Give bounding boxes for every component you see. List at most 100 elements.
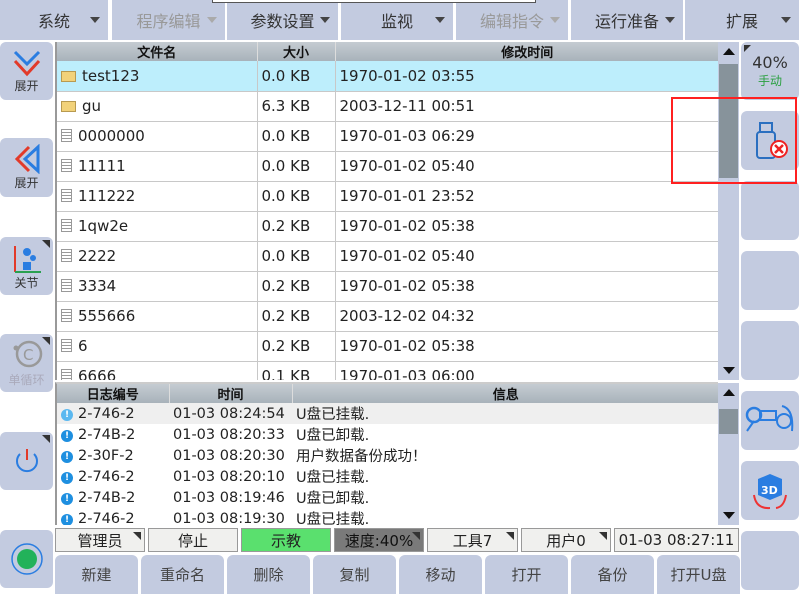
- log-row[interactable]: ! 2-746-2 01-03 08:24:54 U盘已挂载.: [57, 403, 718, 424]
- file-time: 1970-01-01 23:52: [335, 181, 718, 212]
- file-size: 0.0 KB: [257, 151, 336, 182]
- menu-item[interactable]: 监视: [341, 0, 453, 40]
- log-row[interactable]: ! 2-746-2 01-03 08:19:30 U盘已挂载.: [57, 508, 718, 525]
- file-row[interactable]: 6666 0.1 KB 1970-01-03 06:00: [57, 361, 718, 380]
- robot-joint-icon: [13, 245, 41, 273]
- scroll-down-icon[interactable]: [723, 367, 735, 374]
- open-button[interactable]: 打开: [485, 555, 568, 594]
- file-table: 文件名 大小 修改时间 test123 0.0 KB 1970-01-02 03:55 g…: [55, 42, 718, 380]
- log-scrollbar[interactable]: [718, 383, 739, 525]
- delete-button[interactable]: 删除: [227, 555, 310, 594]
- file-scrollbar[interactable]: [718, 42, 739, 380]
- menu-item[interactable]: 参数设置: [227, 0, 338, 40]
- power-button[interactable]: [0, 432, 53, 490]
- file-row[interactable]: gu 6.3 KB 2003-12-11 00:51: [57, 91, 718, 122]
- log-row[interactable]: ! 2-746-2 01-03 08:20:10 U盘已挂载.: [57, 466, 718, 487]
- 3d-view-button[interactable]: 3D: [741, 461, 799, 520]
- file-name: 6: [78, 337, 88, 355]
- log-id: 2-74B-2: [78, 426, 136, 443]
- menu-item[interactable]: 编辑指令: [456, 0, 568, 40]
- single-cycle-button[interactable]: C 单循环: [0, 334, 53, 392]
- log-row[interactable]: ! 2-74B-2 01-03 08:20:33 U盘已卸载.: [57, 424, 718, 445]
- menu-item[interactable]: 扩展: [685, 0, 799, 40]
- scroll-thumb[interactable]: [719, 409, 738, 434]
- caret-down-icon: [781, 17, 791, 23]
- file-name: 555666: [78, 307, 136, 325]
- file-name: gu: [82, 97, 102, 115]
- expand-label: 展开: [14, 78, 39, 93]
- menu-item[interactable]: 运行准备: [571, 0, 683, 40]
- log-id: 2-74B-2: [78, 489, 136, 506]
- expand-down-button[interactable]: 展开: [0, 42, 53, 100]
- backup-button[interactable]: 备份: [571, 555, 654, 594]
- file-row[interactable]: 6 0.2 KB 1970-01-02 05:38: [57, 331, 718, 362]
- open-usb-button[interactable]: 打开U盘: [657, 555, 740, 594]
- file-size: 0.0 KB: [257, 181, 336, 212]
- run-status-button[interactable]: [0, 530, 53, 588]
- menu-item[interactable]: 系统: [0, 0, 108, 40]
- tool-status[interactable]: 工具7: [427, 528, 518, 552]
- user-level-status[interactable]: 管理员: [55, 528, 145, 552]
- expand-left-button[interactable]: 展开: [0, 138, 53, 197]
- chevron-left-icon: [14, 144, 39, 174]
- mode-value: 手动: [757, 74, 782, 88]
- user-coord-status[interactable]: 用户0: [521, 528, 611, 552]
- joint-label: 关节: [14, 275, 39, 290]
- copy-button[interactable]: 复制: [313, 555, 396, 594]
- log-id: 2-746-2: [78, 510, 135, 526]
- button-label: 移动: [425, 566, 456, 584]
- file-row[interactable]: test123 0.0 KB 1970-01-02 03:55: [57, 61, 718, 92]
- caret-down-icon: [665, 17, 675, 23]
- file-row[interactable]: 555666 0.2 KB 2003-12-02 04:32: [57, 301, 718, 332]
- side-button-empty[interactable]: [741, 251, 799, 310]
- file-row[interactable]: 1qw2e 0.2 KB 1970-01-02 05:38: [57, 211, 718, 242]
- side-button-empty[interactable]: [741, 531, 799, 590]
- side-button-empty[interactable]: [741, 321, 799, 380]
- file-time: 1970-01-02 05:38: [335, 271, 718, 302]
- log-row[interactable]: ! 2-30F-2 01-03 08:20:30 用户数据备份成功！: [57, 445, 718, 466]
- file-row[interactable]: 11111 0.0 KB 1970-01-02 05:40: [57, 151, 718, 182]
- clock-text: 01-03 08:27:11: [618, 531, 735, 549]
- scroll-up-icon[interactable]: [723, 389, 735, 396]
- caret-down-icon: [90, 17, 100, 23]
- file-row[interactable]: 3334 0.2 KB 1970-01-02 05:38: [57, 271, 718, 302]
- joint-button[interactable]: 关节: [0, 237, 53, 295]
- file-icon: [61, 309, 72, 322]
- scroll-up-icon[interactable]: [723, 48, 735, 55]
- rename-button[interactable]: 重命名: [141, 555, 224, 594]
- menu-label: 编辑指令: [479, 12, 544, 31]
- tool-text: 工具7: [452, 531, 493, 550]
- side-button-empty[interactable]: [741, 181, 799, 240]
- file-time: 1970-01-02 05:38: [335, 331, 718, 362]
- title-box: [212, 0, 536, 3]
- usb-disconnected-icon: [756, 121, 788, 159]
- file-name: 111222: [78, 187, 136, 205]
- user-coord-text: 用户0: [546, 531, 586, 550]
- file-row[interactable]: 0000000 0.0 KB 1970-01-03 06:29: [57, 121, 718, 152]
- speed-indicator[interactable]: 40% 手动: [741, 42, 799, 100]
- svg-text:C: C: [23, 346, 33, 364]
- move-button[interactable]: 移动: [399, 555, 482, 594]
- col-modified[interactable]: 修改时间: [335, 42, 718, 61]
- folder-icon: [61, 101, 76, 112]
- log-row[interactable]: ! 2-74B-2 01-03 08:19:46 U盘已卸载.: [57, 487, 718, 508]
- run-state-status: 停止: [148, 528, 238, 552]
- scroll-down-icon[interactable]: [723, 512, 735, 519]
- file-size: 0.2 KB: [257, 271, 336, 302]
- file-icon: [61, 159, 72, 172]
- speed-status[interactable]: 速度:40%: [334, 528, 424, 552]
- scroll-thumb[interactable]: [719, 64, 738, 178]
- col-size[interactable]: 大小: [257, 42, 336, 61]
- highlight-box: [671, 97, 797, 184]
- file-row[interactable]: 2222 0.0 KB 1970-01-02 05:40: [57, 241, 718, 272]
- new-button[interactable]: 新建: [55, 555, 138, 594]
- log-id: 2-746-2: [78, 468, 135, 485]
- file-row[interactable]: 111222 0.0 KB 1970-01-01 23:52: [57, 181, 718, 212]
- menu-item[interactable]: 程序编辑: [112, 0, 225, 40]
- robot-arm-button[interactable]: [741, 391, 799, 450]
- file-size: 0.2 KB: [257, 301, 336, 332]
- log-time: 01-03 08:24:54: [169, 403, 292, 424]
- expand-label: 展开: [14, 176, 39, 190]
- col-filename[interactable]: 文件名: [57, 42, 258, 61]
- usb-eject-button[interactable]: [741, 111, 799, 170]
